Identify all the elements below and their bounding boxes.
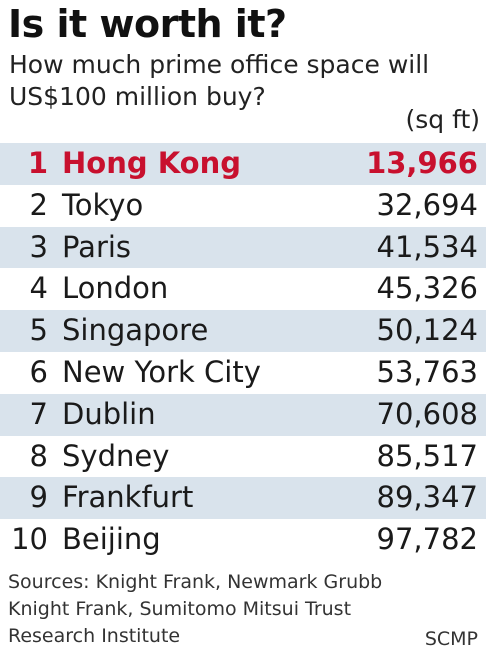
subtitle-line-2: US$100 million buy? [9,82,266,111]
value-label: 85,517 [376,438,478,473]
city-label: Frankfurt [62,480,194,515]
table-row: 9 Frankfurt 89,347 [0,477,486,520]
table-row: 4 London 45,326 [0,268,486,310]
value-label: 70,608 [376,396,478,431]
chart-title: Is it worth it? [8,2,287,46]
rank-label: 6 [29,354,48,389]
table-row: 5 Singapore 50,124 [0,310,486,352]
value-label: 53,763 [376,354,478,389]
city-label: Tokyo [62,187,144,222]
city-label: Dublin [62,396,156,431]
table-row: 1 Hong Kong 13,966 [0,143,486,185]
ranking-table: 1 Hong Kong 13,966 2 Tokyo 32,694 3 Paris 41,534… [0,143,486,561]
rank-label: 5 [29,313,48,348]
rank-label: 10 [11,522,48,557]
city-label: Hong Kong [62,146,241,180]
rank-label: 9 [29,480,48,515]
value-label: 50,124 [376,313,478,348]
rank-label: 2 [29,187,48,222]
chart-subtitle: How much prime office space will US$100 … [9,49,479,113]
value-label: 32,694 [376,187,478,222]
city-label: New York City [62,354,261,389]
sources-line-1: Sources: Knight Frank, Newmark Grubb [8,571,383,593]
value-label: 41,534 [376,229,478,264]
sources-line-3: Research Institute [8,625,181,647]
table-row: 8 Sydney 85,517 [0,436,486,478]
value-label: 97,782 [376,522,478,557]
value-label: 89,347 [376,480,478,515]
unit-label: (sq ft) [405,105,480,134]
sources-line-2: Knight Frank, Sumitomo Mitsui Trust [8,598,352,620]
city-label: Singapore [62,313,209,348]
value-label: 13,966 [366,146,478,180]
rank-label: 1 [27,146,48,180]
rank-label: 4 [29,271,48,306]
table-row: 3 Paris 41,534 [0,226,486,269]
city-label: London [62,271,169,306]
city-label: Beijing [62,522,161,557]
rank-label: 7 [29,396,48,431]
value-label: 45,326 [376,271,478,306]
city-label: Sydney [62,438,170,473]
table-row: 10 Beijing 97,782 [0,519,486,561]
rank-label: 3 [29,229,48,264]
table-row: 7 Dublin 70,608 [0,393,486,436]
sources-note: Sources: Knight Frank, Newmark Grubb Kni… [8,569,408,650]
credit-label: SCMP [424,628,478,650]
subtitle-line-1: How much prime office space will [9,50,430,79]
table-row: 6 New York City 53,763 [0,352,486,394]
rank-label: 8 [29,438,48,473]
table-row: 2 Tokyo 32,694 [0,185,486,227]
city-label: Paris [62,229,132,264]
